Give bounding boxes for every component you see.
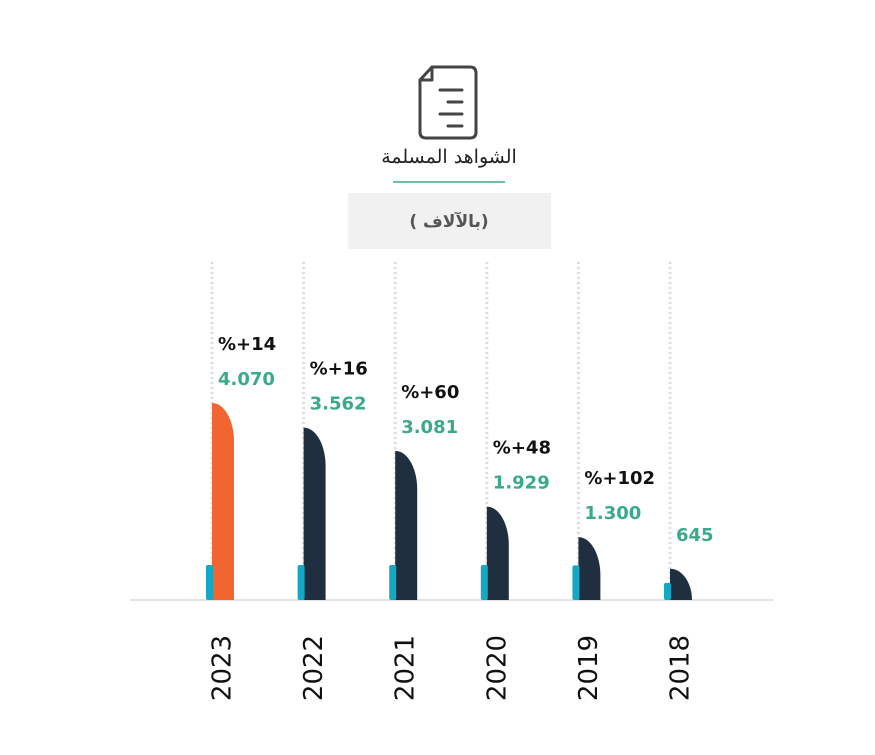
growth-label: %+14 [218,334,276,355]
bar [578,537,601,600]
growth-label: %+16 [310,359,368,380]
value-label: 1.929 [493,473,550,494]
chart-title: الشواهد المسلمة [381,146,517,168]
chart-subtitle: ( بالآلاف) [409,211,488,232]
bar [395,450,418,600]
bar [303,427,326,600]
x-tick-label: 2018 [666,635,696,701]
x-tick-label: 2020 [482,635,512,701]
bar [670,568,692,600]
growth-label: %+60 [401,382,459,403]
bar-tab [480,565,488,600]
bar-tab [572,565,580,600]
value-label: 4.070 [218,369,275,390]
value-label: 645 [676,525,714,546]
value-label: 3.081 [401,417,458,438]
bar-tab [297,565,305,600]
bar-tab [389,565,397,600]
bar [486,506,509,600]
x-tick-label: 2022 [299,635,329,701]
bar-tab [206,565,213,600]
value-label: 3.562 [310,394,367,415]
bar [212,403,234,600]
value-label: 1.300 [584,503,641,524]
x-tick-label: 2023 [208,635,238,701]
growth-label: %+102 [584,468,655,489]
x-tick-label: 2019 [574,635,604,701]
growth-label: %+48 [493,438,551,459]
bar-tab [664,582,671,600]
x-tick-label: 2021 [391,635,421,701]
subtitle-box [348,193,551,249]
document-icon [418,65,478,140]
